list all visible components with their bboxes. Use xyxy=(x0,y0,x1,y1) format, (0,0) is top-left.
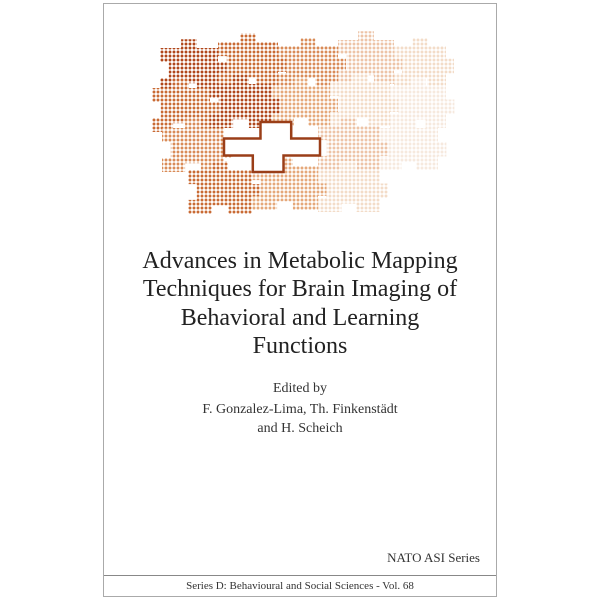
editors-block: Edited by F. Gonzalez-Lima, Th. Finkenst… xyxy=(104,380,496,439)
title-block: Advances in Metabolic Mapping Techniques… xyxy=(104,247,496,360)
book-title: Advances in Metabolic Mapping Techniques… xyxy=(138,247,462,360)
footer-series-text: Series D: Behavioural and Social Science… xyxy=(112,580,488,592)
edited-by-label: Edited by xyxy=(104,380,496,399)
book-cover: Advances in Metabolic Mapping Techniques… xyxy=(103,3,497,597)
editors-line-2: and H. Scheich xyxy=(257,421,342,436)
cover-graphic xyxy=(140,30,460,225)
series-label: NATO ASI Series xyxy=(387,550,480,566)
editors-line-1: F. Gonzalez-Lima, Th. Finkenstädt xyxy=(202,402,397,417)
footer-bar: Series D: Behavioural and Social Science… xyxy=(104,575,496,596)
